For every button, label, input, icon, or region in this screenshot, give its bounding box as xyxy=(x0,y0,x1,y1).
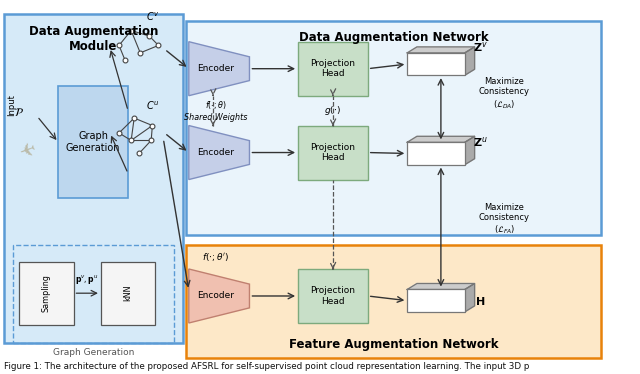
Text: Sampling: Sampling xyxy=(42,274,51,312)
FancyBboxPatch shape xyxy=(407,142,465,165)
Text: Data Augmentation Network: Data Augmentation Network xyxy=(299,31,488,43)
Text: Maximize
Consistency
$( \mathcal{L}_{FA})$: Maximize Consistency $( \mathcal{L}_{FA}… xyxy=(479,203,530,236)
Text: $\mathcal{P}$: $\mathcal{P}$ xyxy=(14,107,24,119)
FancyBboxPatch shape xyxy=(298,126,368,180)
Text: Encoder: Encoder xyxy=(198,148,235,157)
FancyBboxPatch shape xyxy=(101,261,156,325)
Text: $\mathbf{H}$: $\mathbf{H}$ xyxy=(475,295,485,307)
Text: Figure 1: The architecture of the proposed AFSRL for self-supervised point cloud: Figure 1: The architecture of the propos… xyxy=(4,362,529,371)
Text: Encoder: Encoder xyxy=(198,291,235,300)
Polygon shape xyxy=(189,269,250,323)
FancyBboxPatch shape xyxy=(298,42,368,96)
Polygon shape xyxy=(465,47,475,75)
Text: Data Augmentation
Module: Data Augmentation Module xyxy=(29,25,158,53)
FancyBboxPatch shape xyxy=(407,289,465,312)
Text: ✈: ✈ xyxy=(14,136,36,160)
Text: Feature Augmentation Network: Feature Augmentation Network xyxy=(289,338,499,351)
Text: $f(\cdot;\theta)$
Shared Weights: $f(\cdot;\theta)$ Shared Weights xyxy=(184,99,248,122)
Text: $C^u$: $C^u$ xyxy=(146,100,159,113)
Text: Projection
Head: Projection Head xyxy=(310,59,355,79)
Text: $\mathbf{Z}^v$: $\mathbf{Z}^v$ xyxy=(472,40,488,54)
Polygon shape xyxy=(189,126,250,180)
Text: $g(\cdot)$: $g(\cdot)$ xyxy=(324,104,341,117)
Text: Maximize
Consistency
$( \mathcal{L}_{DA})$: Maximize Consistency $( \mathcal{L}_{DA}… xyxy=(479,77,530,111)
Text: Graph Generation: Graph Generation xyxy=(52,348,134,357)
Polygon shape xyxy=(407,137,475,142)
FancyBboxPatch shape xyxy=(407,53,465,75)
FancyBboxPatch shape xyxy=(19,261,74,325)
Text: $C^v$: $C^v$ xyxy=(145,10,159,23)
Text: kNN: kNN xyxy=(124,285,132,301)
FancyBboxPatch shape xyxy=(186,245,602,358)
Polygon shape xyxy=(407,47,475,53)
FancyBboxPatch shape xyxy=(4,14,183,343)
Text: Projection
Head: Projection Head xyxy=(310,143,355,162)
Polygon shape xyxy=(465,283,475,312)
Text: $\mathbf{p}^v, \mathbf{p}^u$: $\mathbf{p}^v, \mathbf{p}^u$ xyxy=(76,273,99,286)
Text: Encoder: Encoder xyxy=(198,64,235,73)
Text: $f(\cdot;\theta')$: $f(\cdot;\theta')$ xyxy=(202,251,230,263)
Text: $\mathbf{Z}^u$: $\mathbf{Z}^u$ xyxy=(473,135,488,148)
Polygon shape xyxy=(189,42,250,96)
FancyBboxPatch shape xyxy=(298,269,368,323)
FancyBboxPatch shape xyxy=(58,86,128,198)
FancyBboxPatch shape xyxy=(186,21,602,236)
Polygon shape xyxy=(465,137,475,165)
Polygon shape xyxy=(407,283,475,289)
Text: Graph
Generation: Graph Generation xyxy=(66,132,120,153)
Text: Input: Input xyxy=(7,94,16,116)
Text: Projection
Head: Projection Head xyxy=(310,286,355,306)
